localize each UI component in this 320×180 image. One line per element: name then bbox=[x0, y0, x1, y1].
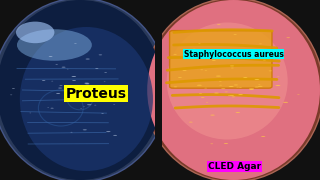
Ellipse shape bbox=[260, 57, 266, 58]
Ellipse shape bbox=[277, 76, 279, 77]
Ellipse shape bbox=[80, 108, 82, 109]
Ellipse shape bbox=[101, 113, 104, 114]
Ellipse shape bbox=[20, 27, 153, 171]
Bar bbox=[155, 0, 162, 180]
Ellipse shape bbox=[167, 22, 288, 140]
Ellipse shape bbox=[276, 85, 280, 86]
Ellipse shape bbox=[201, 97, 204, 98]
Ellipse shape bbox=[12, 88, 15, 89]
Ellipse shape bbox=[74, 43, 77, 44]
Ellipse shape bbox=[204, 70, 207, 71]
Ellipse shape bbox=[239, 87, 242, 88]
Ellipse shape bbox=[104, 81, 106, 82]
Ellipse shape bbox=[17, 29, 92, 61]
Ellipse shape bbox=[55, 64, 58, 65]
Ellipse shape bbox=[182, 70, 187, 71]
Ellipse shape bbox=[0, 0, 163, 180]
Text: CLED Agar: CLED Agar bbox=[208, 162, 261, 171]
Ellipse shape bbox=[258, 86, 263, 87]
Ellipse shape bbox=[87, 104, 92, 105]
Ellipse shape bbox=[221, 88, 225, 89]
Ellipse shape bbox=[81, 98, 84, 99]
Ellipse shape bbox=[47, 107, 49, 108]
Ellipse shape bbox=[197, 85, 202, 86]
Ellipse shape bbox=[212, 60, 216, 61]
Ellipse shape bbox=[217, 24, 220, 25]
Ellipse shape bbox=[254, 79, 259, 80]
Ellipse shape bbox=[283, 102, 288, 103]
Ellipse shape bbox=[222, 57, 228, 58]
Ellipse shape bbox=[229, 86, 234, 87]
Ellipse shape bbox=[297, 94, 300, 95]
Ellipse shape bbox=[192, 49, 196, 50]
Ellipse shape bbox=[286, 37, 290, 38]
Ellipse shape bbox=[72, 80, 76, 81]
Ellipse shape bbox=[95, 68, 99, 69]
Ellipse shape bbox=[106, 131, 110, 132]
Ellipse shape bbox=[104, 72, 107, 73]
Ellipse shape bbox=[62, 67, 66, 68]
Ellipse shape bbox=[236, 112, 240, 113]
Ellipse shape bbox=[261, 136, 265, 137]
Ellipse shape bbox=[49, 56, 52, 57]
Ellipse shape bbox=[245, 56, 248, 57]
Ellipse shape bbox=[199, 93, 202, 94]
Ellipse shape bbox=[206, 102, 208, 103]
Ellipse shape bbox=[84, 83, 89, 84]
Ellipse shape bbox=[42, 80, 45, 81]
Ellipse shape bbox=[249, 89, 254, 90]
Ellipse shape bbox=[0, 0, 167, 180]
Ellipse shape bbox=[113, 94, 116, 95]
Ellipse shape bbox=[224, 143, 228, 144]
Ellipse shape bbox=[147, 0, 320, 180]
Text: Proteus: Proteus bbox=[66, 87, 126, 101]
Ellipse shape bbox=[178, 77, 182, 78]
Ellipse shape bbox=[144, 0, 320, 180]
Ellipse shape bbox=[173, 54, 177, 55]
Ellipse shape bbox=[72, 76, 76, 77]
Ellipse shape bbox=[243, 77, 247, 78]
Ellipse shape bbox=[113, 135, 117, 136]
Text: Staphylococcus aureus: Staphylococcus aureus bbox=[184, 50, 284, 59]
Ellipse shape bbox=[16, 22, 54, 43]
Ellipse shape bbox=[238, 94, 243, 95]
FancyBboxPatch shape bbox=[170, 31, 272, 88]
Ellipse shape bbox=[230, 95, 234, 96]
Ellipse shape bbox=[56, 93, 60, 94]
Ellipse shape bbox=[228, 95, 231, 96]
Ellipse shape bbox=[234, 34, 237, 35]
Ellipse shape bbox=[249, 88, 254, 89]
